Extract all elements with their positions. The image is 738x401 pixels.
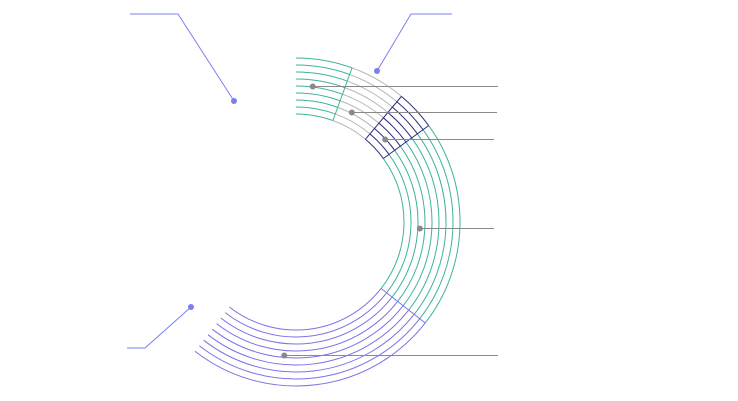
arc-green-upper-1 <box>295 113 334 121</box>
arc-purple-5 <box>211 305 404 359</box>
leader-dot-green-right <box>416 225 423 232</box>
arc-navy-9 <box>401 95 430 126</box>
segment-purple <box>194 288 426 387</box>
arc-gray-5 <box>342 93 384 119</box>
arc-purple-7 <box>203 314 415 373</box>
arc-green-upper-2 <box>295 106 336 115</box>
arc-green-right-3 <box>391 149 419 298</box>
callout-dot-left-top <box>231 98 237 104</box>
leader-lines <box>281 83 498 359</box>
arc-purple-9 <box>194 322 426 387</box>
arc-green-right-6 <box>408 137 440 311</box>
arc-green-upper-3 <box>295 99 338 108</box>
arc-navy-1 <box>365 138 384 159</box>
arc-purple-2 <box>224 292 388 338</box>
arc-green-upper-8 <box>295 64 350 75</box>
arc-green-right-2 <box>386 154 412 294</box>
arc-purple-8 <box>199 318 421 380</box>
leader-dot-purple <box>281 352 288 359</box>
arc-green-right-4 <box>397 145 426 302</box>
arc-gray-1 <box>332 120 366 140</box>
arc-green-upper-5 <box>295 85 343 95</box>
arc-gray-3 <box>337 106 375 129</box>
leader-dot-green-upper <box>309 83 316 90</box>
arc-green-upper-7 <box>295 71 348 82</box>
callout-dot-left-bottom <box>188 304 194 310</box>
segment-gray <box>332 67 402 140</box>
segment-green-right <box>380 125 461 324</box>
arc-gray-7 <box>347 80 393 108</box>
arc-gray-9 <box>351 67 402 97</box>
arc-green-right-5 <box>402 141 433 307</box>
arc-green-right-1 <box>380 158 405 289</box>
arc-gray-6 <box>344 87 389 113</box>
arc-green-upper-4 <box>295 92 341 102</box>
segment-dividers <box>332 67 429 324</box>
arc-purple-6 <box>207 309 410 366</box>
arc-bands <box>194 57 461 387</box>
callout-line-left-bottom <box>127 306 192 349</box>
leader-dot-gray <box>348 109 355 116</box>
callout-line-right-top <box>376 13 452 72</box>
segment-green-upper <box>295 57 353 121</box>
divider-green-purple <box>380 288 426 324</box>
divider-gray-navy <box>365 96 402 140</box>
arc-gray-2 <box>335 113 371 135</box>
divider-navy-green <box>383 125 429 159</box>
callout-dot-right-top <box>374 68 380 74</box>
callout-line-left-top <box>130 13 235 102</box>
arc-green-right-9 <box>424 125 461 324</box>
arc-purple-1 <box>229 288 382 331</box>
callout-lines <box>127 13 452 349</box>
arc-green-upper-9 <box>295 57 353 69</box>
divider-green-gray <box>332 67 353 121</box>
arc-gray-8 <box>349 74 398 103</box>
arc-green-right-8 <box>419 129 454 319</box>
arc-navy-8 <box>396 101 424 131</box>
arc-navy-4 <box>378 122 401 147</box>
leader-dot-navy <box>382 136 389 143</box>
arc-purple-4 <box>216 301 399 352</box>
arc-gray-4 <box>339 100 380 124</box>
arc-purple-3 <box>220 296 393 345</box>
arc-green-right-7 <box>413 133 447 315</box>
